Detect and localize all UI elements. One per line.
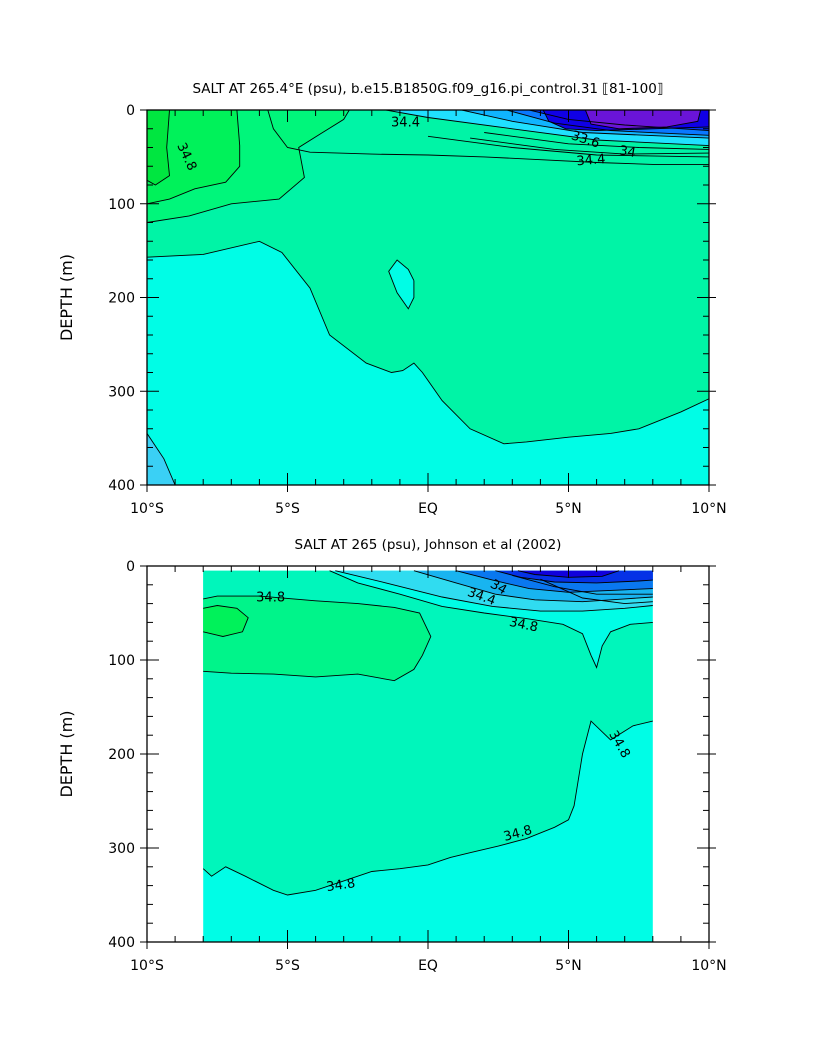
contour-label-4: 34 (618, 143, 637, 161)
x-tick-label: EQ (418, 958, 438, 974)
contour-line-10 (542, 110, 709, 132)
contour-label-1: 34.4 (391, 116, 420, 131)
x-tick-label: 5°S (275, 958, 300, 974)
y-tick-label: 0 (126, 103, 135, 119)
contour-label-7: 34.8 (326, 876, 357, 895)
contour-line-6 (385, 110, 709, 147)
x-tick-label: EQ (418, 501, 438, 517)
contour-line-4 (147, 110, 170, 186)
y-tick-label: 100 (108, 197, 135, 213)
y-tick-label: 300 (108, 384, 135, 400)
contour-line-2 (329, 570, 653, 669)
contour-line-13 (470, 137, 709, 155)
contour-label-1: 34.8 (256, 590, 285, 605)
contour-region-11 (388, 260, 414, 309)
contour-region-3 (147, 110, 240, 204)
y-axis-label: DEPTH (m) (57, 254, 76, 341)
x-tick-label: 5°S (275, 501, 300, 517)
contour-region-2 (203, 596, 431, 681)
x-tick-label: 10°N (691, 501, 726, 517)
contour-line-9 (529, 110, 709, 132)
contour-line-3 (147, 110, 241, 205)
x-tick-label: 5°N (555, 958, 581, 974)
contour-line-6 (413, 570, 653, 603)
contour-line-12 (427, 135, 709, 158)
contour-label-5: 34.4 (576, 152, 606, 169)
contour-line-14 (484, 132, 709, 150)
contour-region-3 (203, 605, 249, 637)
x-tick-label: 10°S (130, 501, 164, 517)
contour-line-11 (584, 110, 702, 130)
x-tick-label: 5°N (555, 501, 581, 517)
contour-line-7 (455, 570, 653, 593)
y-tick-label: 100 (108, 653, 135, 669)
y-tick-label: 400 (108, 935, 135, 951)
contour-label-6: 34.8 (502, 823, 534, 845)
contour-label-4: 34.8 (508, 615, 539, 636)
contour-line-16 (147, 433, 176, 485)
y-tick-label: 200 (108, 747, 135, 763)
contour-line-15 (388, 259, 415, 310)
contour-line-1 (202, 720, 653, 896)
chart-title: SALT AT 265 (psu), Johnson et al (2002) (295, 537, 562, 553)
contour-line-10 (512, 574, 653, 595)
contour-region-12 (147, 433, 176, 485)
contour-line-11 (540, 578, 653, 605)
y-tick-label: 200 (108, 291, 135, 307)
contour-line-7 (461, 110, 709, 139)
chart-title: SALT AT 265.4°E (psu), b.e15.B1850G.f09_… (192, 81, 663, 97)
contour-label-2: 34 (487, 577, 509, 598)
contour-line-3 (203, 595, 432, 682)
contour-line-2 (147, 110, 350, 223)
contour-region-1 (147, 110, 709, 444)
y-tick-label: 400 (108, 478, 135, 494)
contour-line-8 (506, 110, 709, 136)
x-tick-label: 10°S (130, 958, 164, 974)
y-tick-label: 0 (126, 559, 135, 575)
contour-line-5 (335, 570, 653, 612)
contour-line-5 (267, 110, 709, 165)
contour-line-1 (147, 240, 709, 445)
contour-line-4 (203, 605, 249, 637)
y-axis-label: DEPTH (m) (57, 710, 76, 797)
x-tick-label: 10°N (691, 958, 726, 974)
y-tick-label: 300 (108, 841, 135, 857)
